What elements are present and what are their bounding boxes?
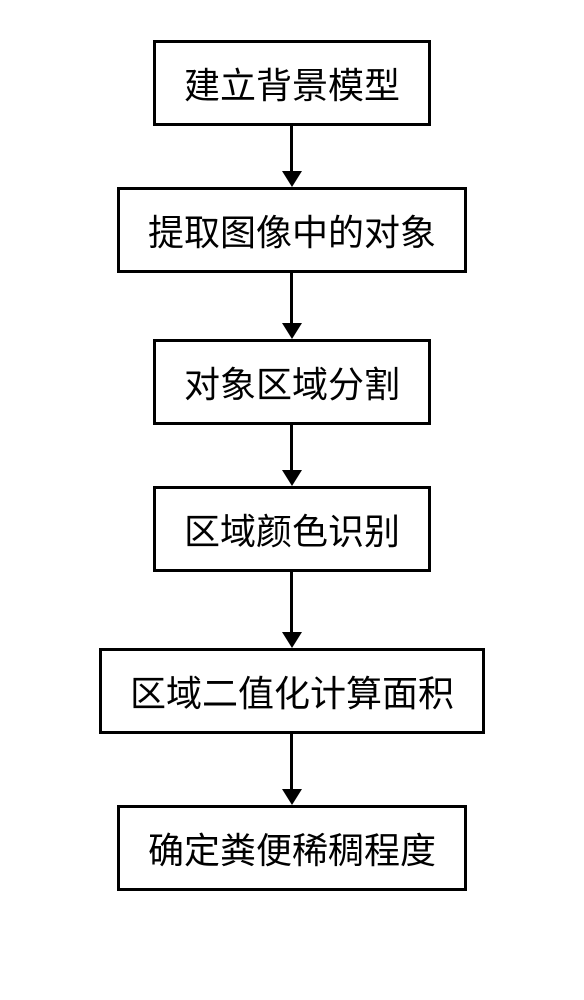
arrow-head xyxy=(282,470,302,486)
arrow-head xyxy=(282,323,302,339)
arrow-down-icon xyxy=(282,425,302,486)
arrow-head xyxy=(282,789,302,805)
arrow-line xyxy=(290,273,293,323)
arrow-head xyxy=(282,171,302,187)
node-label: 提取图像中的对象 xyxy=(148,204,436,256)
arrow-head xyxy=(282,632,302,648)
node-label: 区域颜色识别 xyxy=(184,503,400,555)
arrow-down-icon xyxy=(282,572,302,648)
flowchart-node-n1: 建立背景模型 xyxy=(153,40,431,126)
arrow-line xyxy=(290,734,293,789)
node-label: 确定粪便稀稠程度 xyxy=(148,822,436,874)
arrow-line xyxy=(290,126,293,171)
node-label: 对象区域分割 xyxy=(184,356,400,408)
flowchart-node-n2: 提取图像中的对象 xyxy=(117,187,467,273)
flowchart-node-n4: 区域颜色识别 xyxy=(153,486,431,572)
flowchart-node-n6: 确定粪便稀稠程度 xyxy=(117,805,467,891)
node-label: 建立背景模型 xyxy=(184,57,400,109)
arrow-down-icon xyxy=(282,273,302,339)
flowchart-node-n3: 对象区域分割 xyxy=(153,339,431,425)
arrow-line xyxy=(290,425,293,470)
flowchart-container: 建立背景模型提取图像中的对象对象区域分割区域颜色识别区域二值化计算面积确定粪便稀… xyxy=(99,40,485,891)
arrow-down-icon xyxy=(282,734,302,805)
arrow-line xyxy=(290,572,293,632)
node-label: 区域二值化计算面积 xyxy=(130,665,454,717)
flowchart-node-n5: 区域二值化计算面积 xyxy=(99,648,485,734)
arrow-down-icon xyxy=(282,126,302,187)
